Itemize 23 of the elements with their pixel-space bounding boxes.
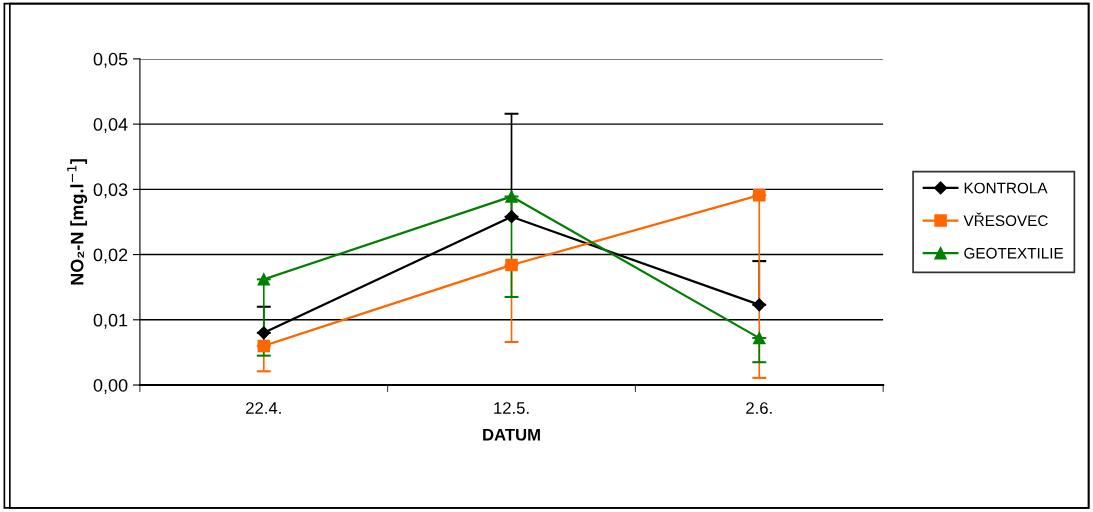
- y-tick-label: 0,04: [93, 118, 128, 133]
- point: [505, 190, 518, 203]
- legend-label: KONTROLA: [964, 182, 1048, 194]
- y-tick-label: 0,00: [93, 378, 128, 394]
- x-axis-title: DATUM: [483, 428, 540, 441]
- point: [257, 326, 271, 340]
- point: [505, 258, 518, 272]
- x-tick-label: 2.6.: [746, 402, 772, 414]
- legend-label: VŘESOVEC: [963, 212, 1048, 227]
- point: [257, 339, 271, 353]
- point: [257, 273, 271, 286]
- legend-label: GEOTEXTILIE: [964, 247, 1064, 259]
- y-tick-label: 0,01: [93, 313, 128, 329]
- x-tick-label: 12.5.: [494, 402, 529, 414]
- point: [753, 188, 766, 202]
- point: [752, 298, 766, 312]
- x-tick-label: 22.4.: [246, 402, 281, 414]
- y-tick-label: 0,05: [93, 52, 128, 68]
- point: [753, 331, 766, 345]
- point: [504, 210, 519, 224]
- y-axis-title: NO₂-N [mg.l$^{−1}$]: [67, 159, 88, 285]
- y-tick-label: 0,03: [93, 183, 128, 199]
- y-tick-label: 0,02: [93, 248, 128, 264]
